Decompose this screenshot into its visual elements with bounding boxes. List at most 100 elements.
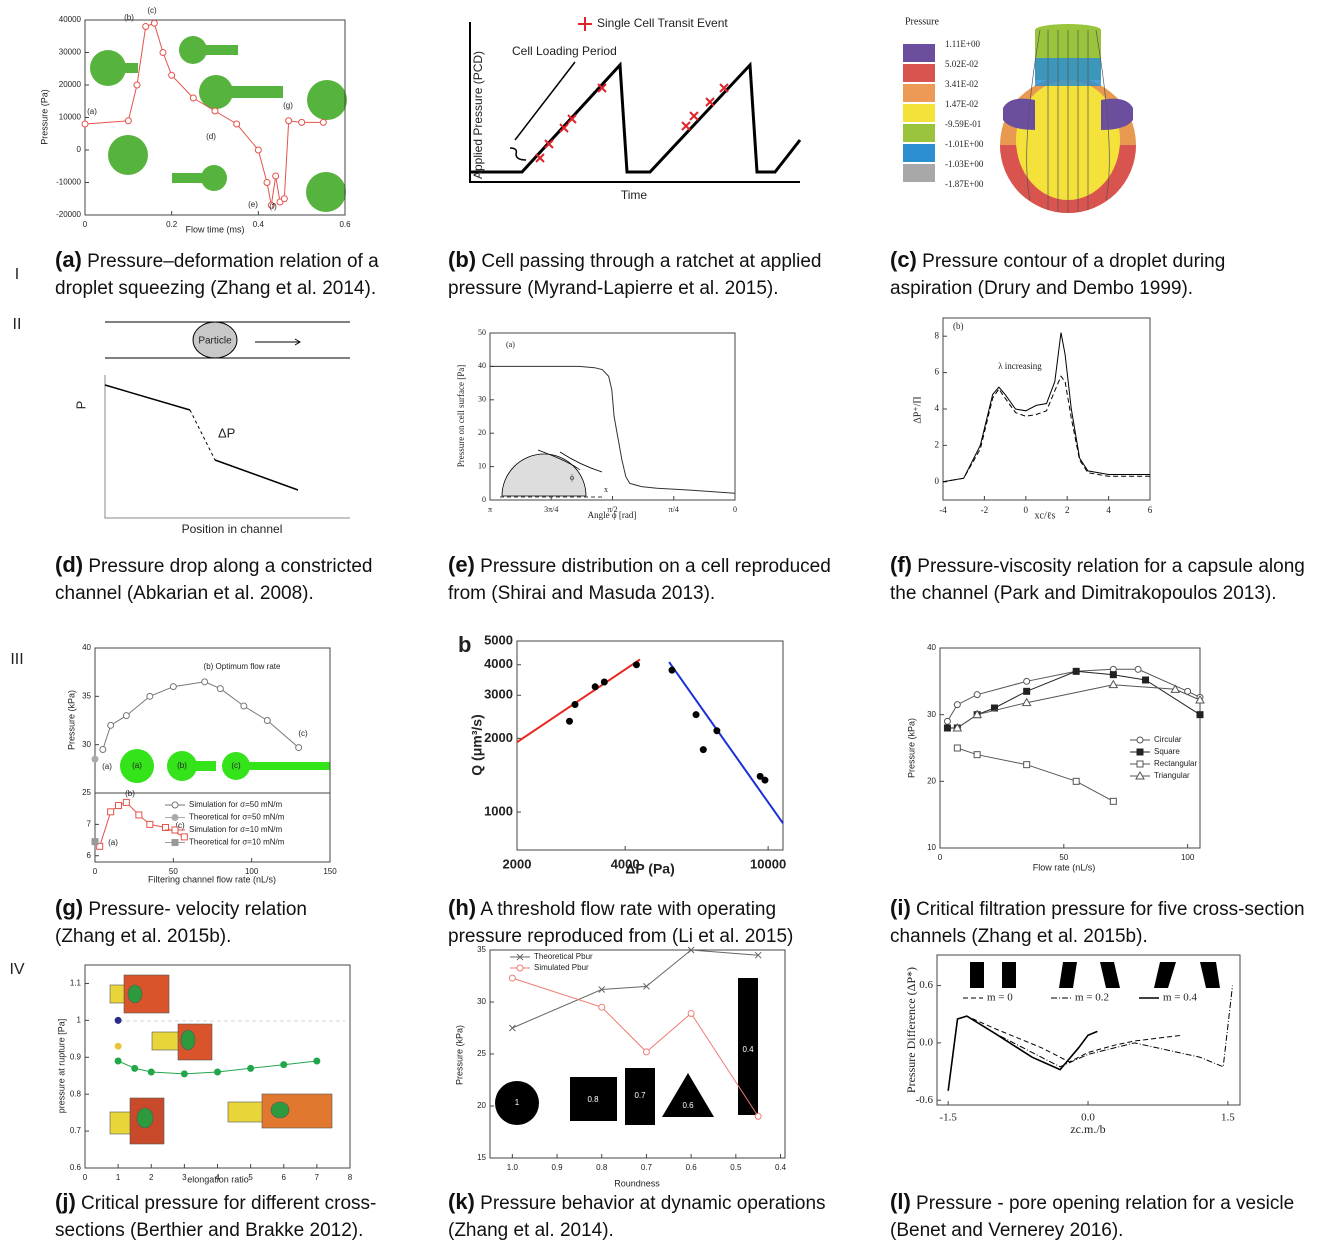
data-point bbox=[1073, 668, 1079, 674]
x-tick-label: 2000 bbox=[503, 856, 532, 871]
contour-level: 3.41E-02 bbox=[945, 79, 978, 89]
data-point bbox=[954, 745, 960, 751]
x-axis-label: elongation ratio bbox=[187, 1174, 249, 1184]
y-tick-label: 1 bbox=[77, 1015, 82, 1024]
y-tick-label: 6 bbox=[935, 367, 940, 377]
y-tick-label: 35 bbox=[82, 691, 91, 700]
caption: (g) Pressure- velocity relation (Zhang e… bbox=[55, 894, 345, 950]
legend-label: m = 0 bbox=[987, 992, 1013, 1004]
x-tick-label: 0 bbox=[83, 220, 88, 229]
data-point bbox=[592, 684, 598, 690]
y-label: P bbox=[73, 401, 88, 410]
x-tick-label: 1.0 bbox=[507, 1163, 519, 1172]
y-tick-label: 10000 bbox=[59, 113, 82, 122]
x-axis-label: xc/ℓs bbox=[1035, 510, 1056, 521]
contour-swatch bbox=[903, 104, 935, 122]
data-point bbox=[160, 50, 166, 56]
annotation: ϕ bbox=[570, 473, 574, 482]
data-point bbox=[215, 1069, 221, 1075]
annotation: (g) bbox=[283, 101, 293, 110]
caption: (d) Pressure drop along a constricted ch… bbox=[55, 551, 425, 607]
data-point bbox=[115, 1058, 121, 1064]
x-tick-label: -1.5 bbox=[939, 1112, 957, 1124]
caption-label: (j) bbox=[55, 1189, 76, 1214]
legend-label: Simulation for σ=10 mN/m bbox=[189, 825, 283, 834]
series-line bbox=[103, 682, 299, 750]
shape-label: 1 bbox=[515, 1098, 520, 1107]
schematic-b bbox=[470, 17, 800, 182]
data-point bbox=[123, 799, 129, 805]
y-tick-label: 0.6 bbox=[70, 1163, 82, 1172]
contour-level: -1.03E+00 bbox=[945, 159, 984, 169]
legend-label: Rectangular bbox=[1154, 759, 1197, 768]
y-tick-label: 10 bbox=[927, 843, 936, 852]
annotation: (f) bbox=[269, 202, 277, 211]
y-tick-label: -20000 bbox=[56, 210, 81, 219]
data-point bbox=[273, 173, 279, 179]
annotation: (b) bbox=[124, 13, 134, 22]
y-tick-label: 50 bbox=[478, 328, 486, 337]
x-label: Position in channel bbox=[182, 522, 283, 536]
y-tick-label: 0.7 bbox=[70, 1126, 82, 1135]
data-point bbox=[509, 1025, 515, 1031]
data-point bbox=[169, 72, 175, 78]
data-point bbox=[314, 1058, 320, 1064]
y-axis-label: Pressure (kPa) bbox=[454, 1025, 464, 1085]
caption-label: (h) bbox=[448, 895, 476, 920]
caption: (k) Pressure behavior at dynamic operati… bbox=[448, 1188, 878, 1244]
x-axis-label: Flow time (ms) bbox=[186, 224, 245, 234]
y-tick-label: 30 bbox=[478, 395, 486, 404]
annotation: (c) bbox=[147, 6, 157, 15]
contour-level: -1.01E+00 bbox=[945, 139, 984, 149]
x-axis-label: Filtering channel flow rate (nL/s) bbox=[148, 874, 276, 884]
caption: (l) Pressure - pore opening relation for… bbox=[890, 1188, 1310, 1244]
panel-tag: (b) bbox=[953, 321, 964, 331]
x-tick-label: 6 bbox=[1148, 505, 1153, 515]
x-axis-label: zc.m./b bbox=[1070, 1122, 1105, 1136]
y-tick-label: 8 bbox=[935, 330, 940, 340]
data-point bbox=[296, 745, 302, 751]
data-point bbox=[1024, 762, 1030, 768]
y-tick-label: 3000 bbox=[484, 687, 513, 702]
y-tick-label: 40 bbox=[927, 643, 936, 652]
x-tick-label: 2 bbox=[1065, 505, 1070, 515]
contour-swatch bbox=[903, 84, 935, 102]
y-tick-label: 7 bbox=[87, 819, 92, 828]
y-tick-label: 0 bbox=[77, 145, 82, 154]
y-tick-label: 20 bbox=[477, 1101, 486, 1110]
x-tick-label: 0.7 bbox=[641, 1163, 653, 1172]
data-point bbox=[1135, 666, 1141, 672]
caption-label: (f) bbox=[890, 552, 912, 577]
caption-text: Pressure contour of a droplet during asp… bbox=[890, 251, 1225, 299]
annotation: (a) bbox=[108, 838, 118, 847]
caption-text: Pressure - pore opening relation for a v… bbox=[890, 1193, 1294, 1241]
data-point bbox=[954, 702, 960, 708]
data-point bbox=[116, 803, 122, 809]
x-tick-label: 0.5 bbox=[730, 1163, 742, 1172]
caption: (a) Pressure–deformation relation of a d… bbox=[55, 246, 425, 302]
legend-label: Theoretical Pbur bbox=[534, 952, 593, 961]
droplet-c bbox=[1000, 24, 1136, 213]
x-axis-label: ΔP (Pa) bbox=[625, 861, 675, 877]
data-point bbox=[190, 95, 196, 101]
plot-frame bbox=[943, 318, 1150, 500]
data-point bbox=[286, 118, 292, 124]
x-tick-label: π bbox=[488, 505, 492, 514]
shape-label: 0.6 bbox=[682, 1101, 694, 1110]
legend-marker bbox=[1137, 761, 1143, 767]
legend-title: Pressure bbox=[905, 16, 939, 27]
caption-label: (g) bbox=[55, 895, 83, 920]
y-tick-label: 0 bbox=[935, 476, 940, 486]
data-point bbox=[92, 756, 98, 762]
figure: Single Cell Transit Event Cell Loading P… bbox=[0, 0, 1322, 1240]
drop-label: ΔP bbox=[218, 425, 235, 440]
series-line bbox=[957, 748, 1113, 801]
caption-text: Pressure drop along a constricted channe… bbox=[55, 556, 372, 604]
x-tick-label: 2 bbox=[149, 1173, 154, 1182]
data-point bbox=[151, 20, 157, 26]
x-tick-label: 150 bbox=[323, 867, 337, 876]
legend-marker bbox=[172, 802, 178, 808]
legend-marker bbox=[1137, 749, 1143, 755]
caption-label: (d) bbox=[55, 552, 83, 577]
annotation: (e) bbox=[248, 200, 258, 209]
